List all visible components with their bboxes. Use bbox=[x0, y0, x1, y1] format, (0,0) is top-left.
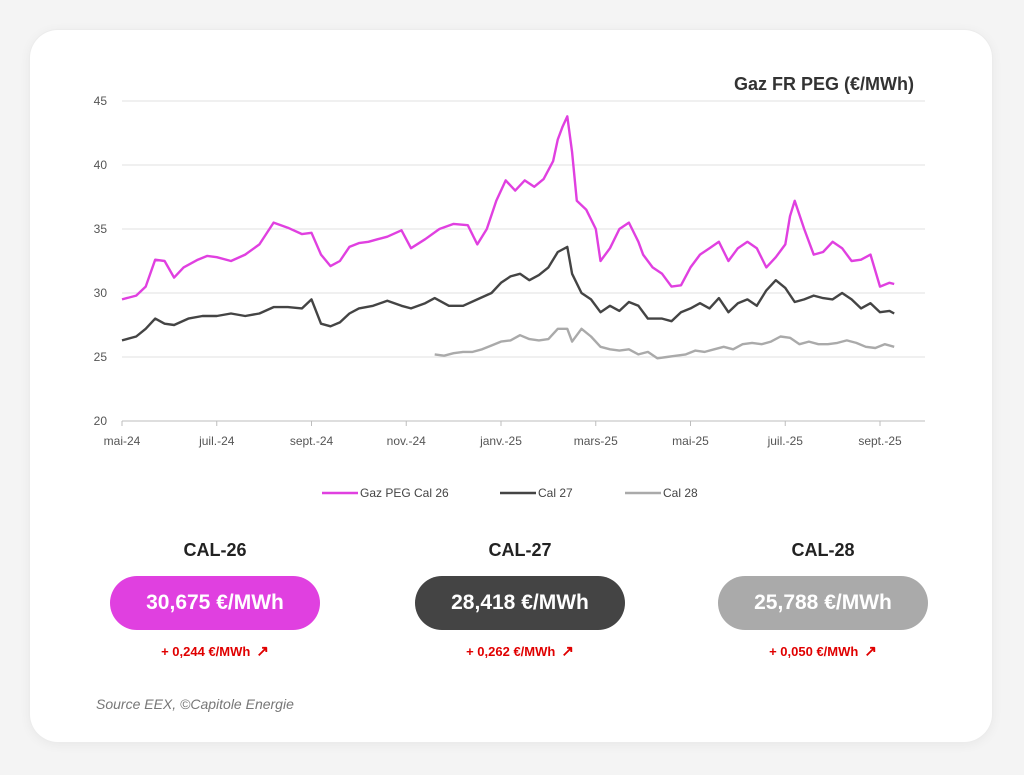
kpi-cal-26: CAL-26 30,675 €/MWh + 0,244 €/MWh ↗ bbox=[110, 540, 320, 660]
kpi-delta-text: + 0,262 €/MWh bbox=[466, 644, 556, 659]
kpi-cal-28: CAL-28 25,788 €/MWh + 0,050 €/MWh ↗ bbox=[718, 540, 928, 660]
kpi-label: CAL-27 bbox=[488, 540, 552, 560]
x-tick-label: mai-25 bbox=[672, 434, 709, 448]
kpi-label: CAL-26 bbox=[183, 540, 247, 560]
x-tick-label: nov.-24 bbox=[387, 434, 426, 448]
arrow-up-right-icon: ↗ bbox=[256, 643, 269, 660]
y-tick-label: 40 bbox=[94, 158, 108, 172]
kpi-value-pill: 28,418 €/MWh bbox=[415, 576, 625, 630]
y-tick-label: 35 bbox=[94, 222, 108, 236]
x-tick-label: mai-24 bbox=[104, 434, 141, 448]
kpi-delta-text: + 0,244 €/MWh bbox=[161, 644, 251, 659]
arrow-up-right-icon: ↗ bbox=[864, 643, 877, 660]
arrow-up-right-icon: ↗ bbox=[561, 643, 574, 660]
kpi-label: CAL-28 bbox=[791, 540, 855, 560]
kpi-value-pill: 30,675 €/MWh bbox=[110, 576, 320, 630]
x-tick-label: sept.-25 bbox=[858, 434, 902, 448]
x-tick-label: janv.-25 bbox=[479, 434, 522, 448]
x-tick-label: juil.-24 bbox=[198, 434, 235, 448]
series-line-3 bbox=[434, 327, 895, 360]
legend-label: Gaz PEG Cal 26 bbox=[360, 486, 449, 500]
series-line-1 bbox=[121, 115, 895, 301]
legend-label: Cal 27 bbox=[538, 486, 573, 500]
kpi-delta: + 0,262 €/MWh ↗ bbox=[415, 642, 625, 660]
legend-label: Cal 28 bbox=[663, 486, 698, 500]
series-line-2 bbox=[121, 245, 895, 342]
kpi-delta: + 0,244 €/MWh ↗ bbox=[110, 642, 320, 660]
y-tick-label: 30 bbox=[94, 286, 108, 300]
kpi-value-pill: 25,788 €/MWh bbox=[718, 576, 928, 630]
chart-title: Gaz FR PEG (€/MWh) bbox=[734, 74, 914, 94]
x-tick-label: juil.-25 bbox=[767, 434, 804, 448]
kpi-cal-27: CAL-27 28,418 €/MWh + 0,262 €/MWh ↗ bbox=[415, 540, 625, 660]
kpi-delta: + 0,050 €/MWh ↗ bbox=[718, 642, 928, 660]
x-tick-label: mars-25 bbox=[574, 434, 618, 448]
x-tick-label: sept.-24 bbox=[290, 434, 334, 448]
source-note: Source EEX, ©Capitole Energie bbox=[96, 696, 294, 712]
y-tick-label: 20 bbox=[94, 414, 108, 428]
y-tick-label: 25 bbox=[94, 350, 108, 364]
y-tick-label: 45 bbox=[94, 94, 108, 108]
kpi-delta-text: + 0,050 €/MWh bbox=[769, 644, 859, 659]
